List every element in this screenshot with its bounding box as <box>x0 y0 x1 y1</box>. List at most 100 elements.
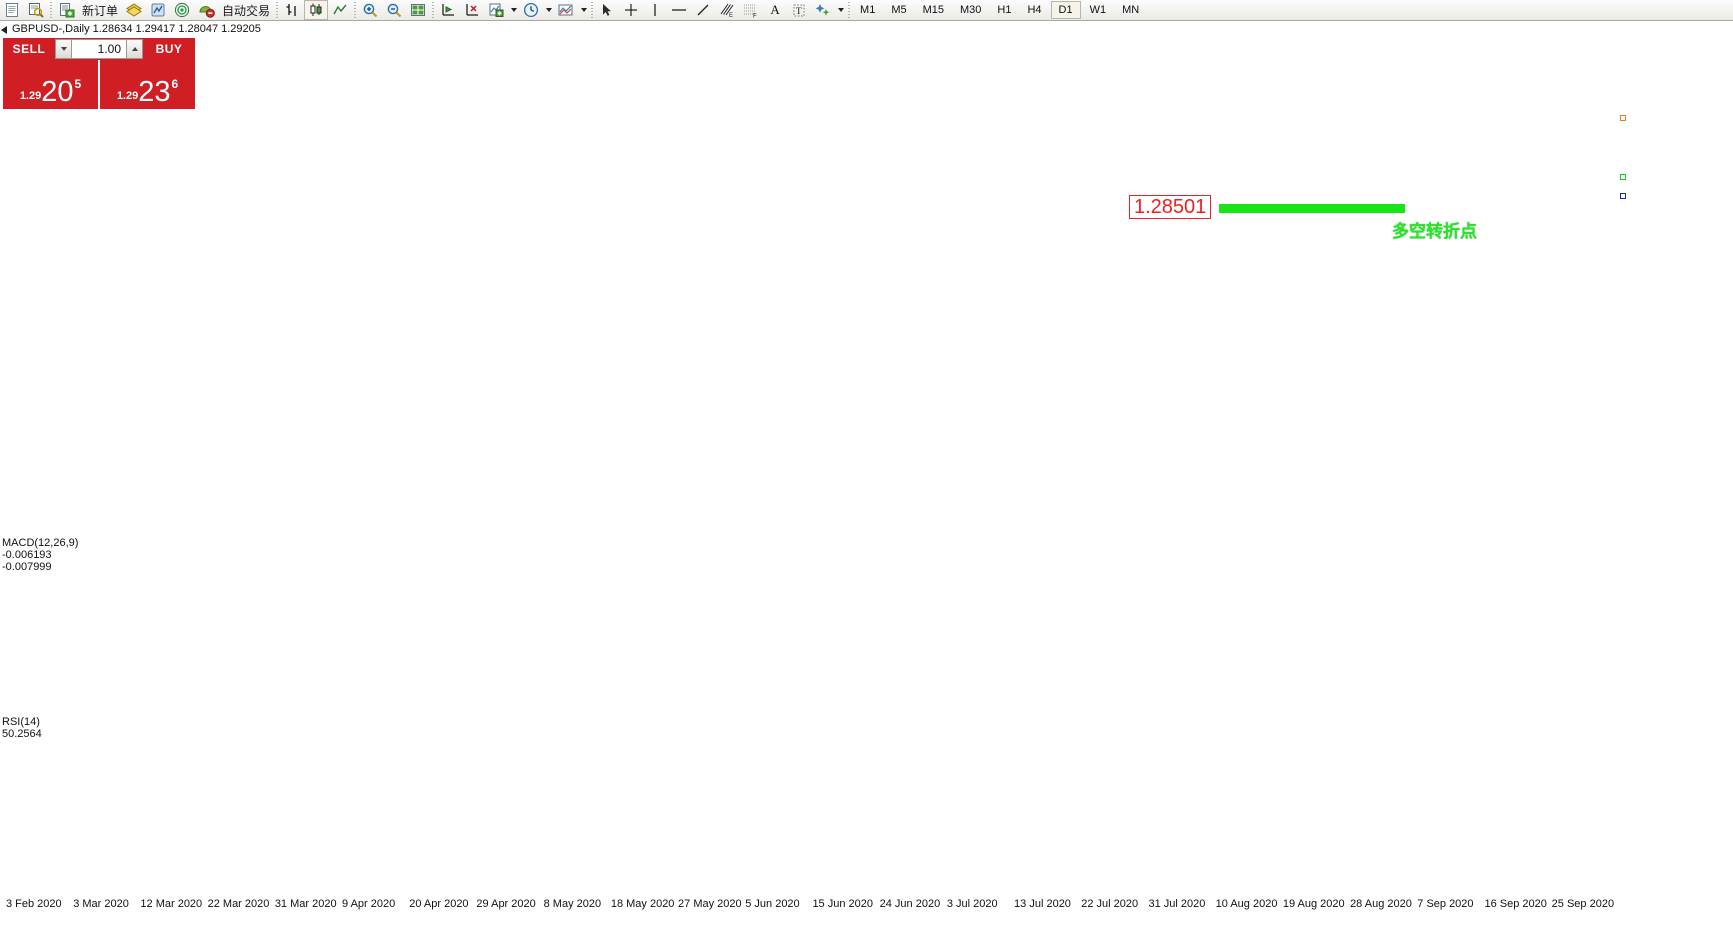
date-tick-label: 25 Sep 2020 <box>1551 898 1615 910</box>
templates-icon[interactable] <box>554 0 578 20</box>
date-tick-label: 18 May 2020 <box>610 898 675 910</box>
zoom-out-icon[interactable] <box>382 0 406 20</box>
date-tick-label: 13 Jul 2020 <box>1014 898 1071 910</box>
timeframe-m1[interactable]: M1 <box>860 4 876 16</box>
volume-decrease-button[interactable] <box>55 39 72 59</box>
toolbar-separator-6 <box>846 1 852 19</box>
sell-price-display[interactable]: 1.29 20 5 <box>3 60 98 109</box>
new-order-label[interactable]: 新订单 <box>82 3 119 18</box>
svg-text:F: F <box>753 14 757 19</box>
timeframe-d1[interactable]: D1 <box>1050 1 1081 19</box>
volume-increase-button[interactable] <box>126 39 143 59</box>
date-tick-label: 22 Mar 2020 <box>207 898 270 910</box>
chart-shift-icon[interactable] <box>436 0 460 20</box>
toolbar-separator-4 <box>430 1 436 19</box>
svg-text:E: E <box>729 13 733 18</box>
macd-label: MACD(12,26,9) -0.006193 -0.007999 <box>2 537 79 573</box>
market-watch-icon[interactable] <box>24 0 48 20</box>
timeframe-mn[interactable]: MN <box>1122 4 1140 16</box>
crosshair-icon[interactable] <box>619 0 643 20</box>
text-icon-label: A <box>770 2 780 17</box>
date-tick-label: 31 Mar 2020 <box>274 898 337 910</box>
timeframe-m30[interactable]: M30 <box>960 4 982 16</box>
autotrading-icon[interactable] <box>194 0 218 20</box>
date-tick-label: 5 Jun 2020 <box>745 898 800 910</box>
horizontal-line-icon[interactable] <box>667 0 691 20</box>
indicators-icon[interactable] <box>484 0 508 20</box>
date-tick-label: 3 Mar 2020 <box>73 898 129 910</box>
sell-button[interactable]: SELL <box>3 38 55 60</box>
date-tick-label: 3 Feb 2020 <box>6 898 62 910</box>
date-tick-label: 20 Apr 2020 <box>409 898 469 910</box>
date-tick-label: 22 Jul 2020 <box>1081 898 1139 910</box>
date-tick-label: 12 Mar 2020 <box>140 898 203 910</box>
level-handle[interactable] <box>1620 115 1626 122</box>
rsi-label: RSI(14) 50.2564 <box>2 716 42 740</box>
candlestick-chart-icon[interactable] <box>304 0 329 20</box>
buy-price-sup: 6 <box>171 77 179 91</box>
signals-icon[interactable] <box>170 0 194 20</box>
price-level-annotation: 1.28501 <box>1129 195 1212 219</box>
navigator-icon[interactable] <box>146 0 170 20</box>
shapes-dropdown-caret[interactable] <box>835 0 846 20</box>
date-tick-label: 27 May 2020 <box>678 898 742 910</box>
date-tick-label: 19 Aug 2020 <box>1282 898 1345 910</box>
fibonacci-icon[interactable]: F <box>739 0 763 20</box>
toolbar-separator-2 <box>274 1 280 19</box>
volume-input[interactable]: 1.00 <box>72 39 126 59</box>
cursor-icon[interactable] <box>595 0 619 20</box>
indicators-dropdown-caret[interactable] <box>508 0 519 20</box>
text-label-icon[interactable]: T <box>787 0 811 20</box>
date-tick-label: 16 Sep 2020 <box>1484 898 1547 910</box>
line-chart-icon[interactable] <box>328 0 352 20</box>
toolbar-separator-3 <box>352 1 358 19</box>
level-handle[interactable] <box>1620 193 1626 200</box>
date-tick-label: 3 Jul 2020 <box>946 898 998 910</box>
symbol-label: GBPUSD-,Daily 1.28634 1.29417 1.28047 1.… <box>1 23 261 35</box>
svg-text:T: T <box>796 6 802 16</box>
date-tick-label: 24 Jun 2020 <box>879 898 941 910</box>
buy-button[interactable]: BUY <box>143 38 195 60</box>
sell-price-big: 20 <box>41 76 74 109</box>
date-tick-label: 28 Aug 2020 <box>1350 898 1412 910</box>
volume-stepper[interactable]: 1.00 <box>55 38 143 60</box>
date-tick-label: 15 Jun 2020 <box>812 898 873 910</box>
bar-chart-icon[interactable] <box>280 0 304 20</box>
one-click-trading-panel[interactable]: SELL 1.00 BUY 1.29 20 5 1.29 <box>3 38 195 109</box>
support-zone-highlight <box>1219 204 1405 213</box>
shapes-icon[interactable] <box>811 0 835 20</box>
new-chart-icon[interactable] <box>0 0 24 20</box>
timeframe-m15[interactable]: M15 <box>922 4 944 16</box>
date-tick-label: 31 Jul 2020 <box>1148 898 1206 910</box>
text-icon[interactable]: A <box>763 0 787 20</box>
level-handle[interactable] <box>1620 174 1626 181</box>
chinese-annotation: 多空转折点 <box>1392 222 1477 242</box>
period-icon[interactable] <box>519 0 543 20</box>
auto-trading-label[interactable]: 自动交易 <box>222 3 271 18</box>
main-toolbar: 新订单 自动交易 <box>0 0 1733 21</box>
vertical-line-icon[interactable] <box>643 0 667 20</box>
date-tick-label: 29 Apr 2020 <box>476 898 536 910</box>
chart-window-icon[interactable] <box>406 0 430 20</box>
templates-dropdown-caret[interactable] <box>578 0 589 20</box>
zoom-in-icon[interactable] <box>358 0 382 20</box>
new-order-icon[interactable] <box>54 0 78 20</box>
expert-advisors-icon[interactable] <box>122 0 146 20</box>
toolbar-separator-5 <box>589 1 595 19</box>
timeframe-h1[interactable]: H1 <box>997 4 1012 16</box>
buy-price-display[interactable]: 1.29 23 6 <box>100 60 195 109</box>
equidistant-channel-icon[interactable]: E <box>715 0 739 20</box>
period-dropdown-caret[interactable] <box>543 0 554 20</box>
auto-scroll-icon[interactable] <box>460 0 484 20</box>
timeframe-w1[interactable]: W1 <box>1089 4 1107 16</box>
date-tick-label: 9 Apr 2020 <box>342 898 396 910</box>
toolbar-separator <box>48 1 54 19</box>
date-axis[interactable]: 3 Feb 2020 3 Mar 2020 12 Mar 2020 22 Mar 20… <box>0 897 1626 915</box>
trendline-icon[interactable] <box>691 0 715 20</box>
oct-price-row: 1.29 20 5 1.29 23 6 <box>3 60 195 109</box>
chart-container[interactable]: 1.350401.336801.323601.296801.256801.243… <box>0 21 1733 942</box>
timeframe-h4[interactable]: H4 <box>1027 4 1042 16</box>
buy-price-prefix: 1.29 <box>116 90 139 102</box>
timeframe-m5[interactable]: M5 <box>891 4 907 16</box>
